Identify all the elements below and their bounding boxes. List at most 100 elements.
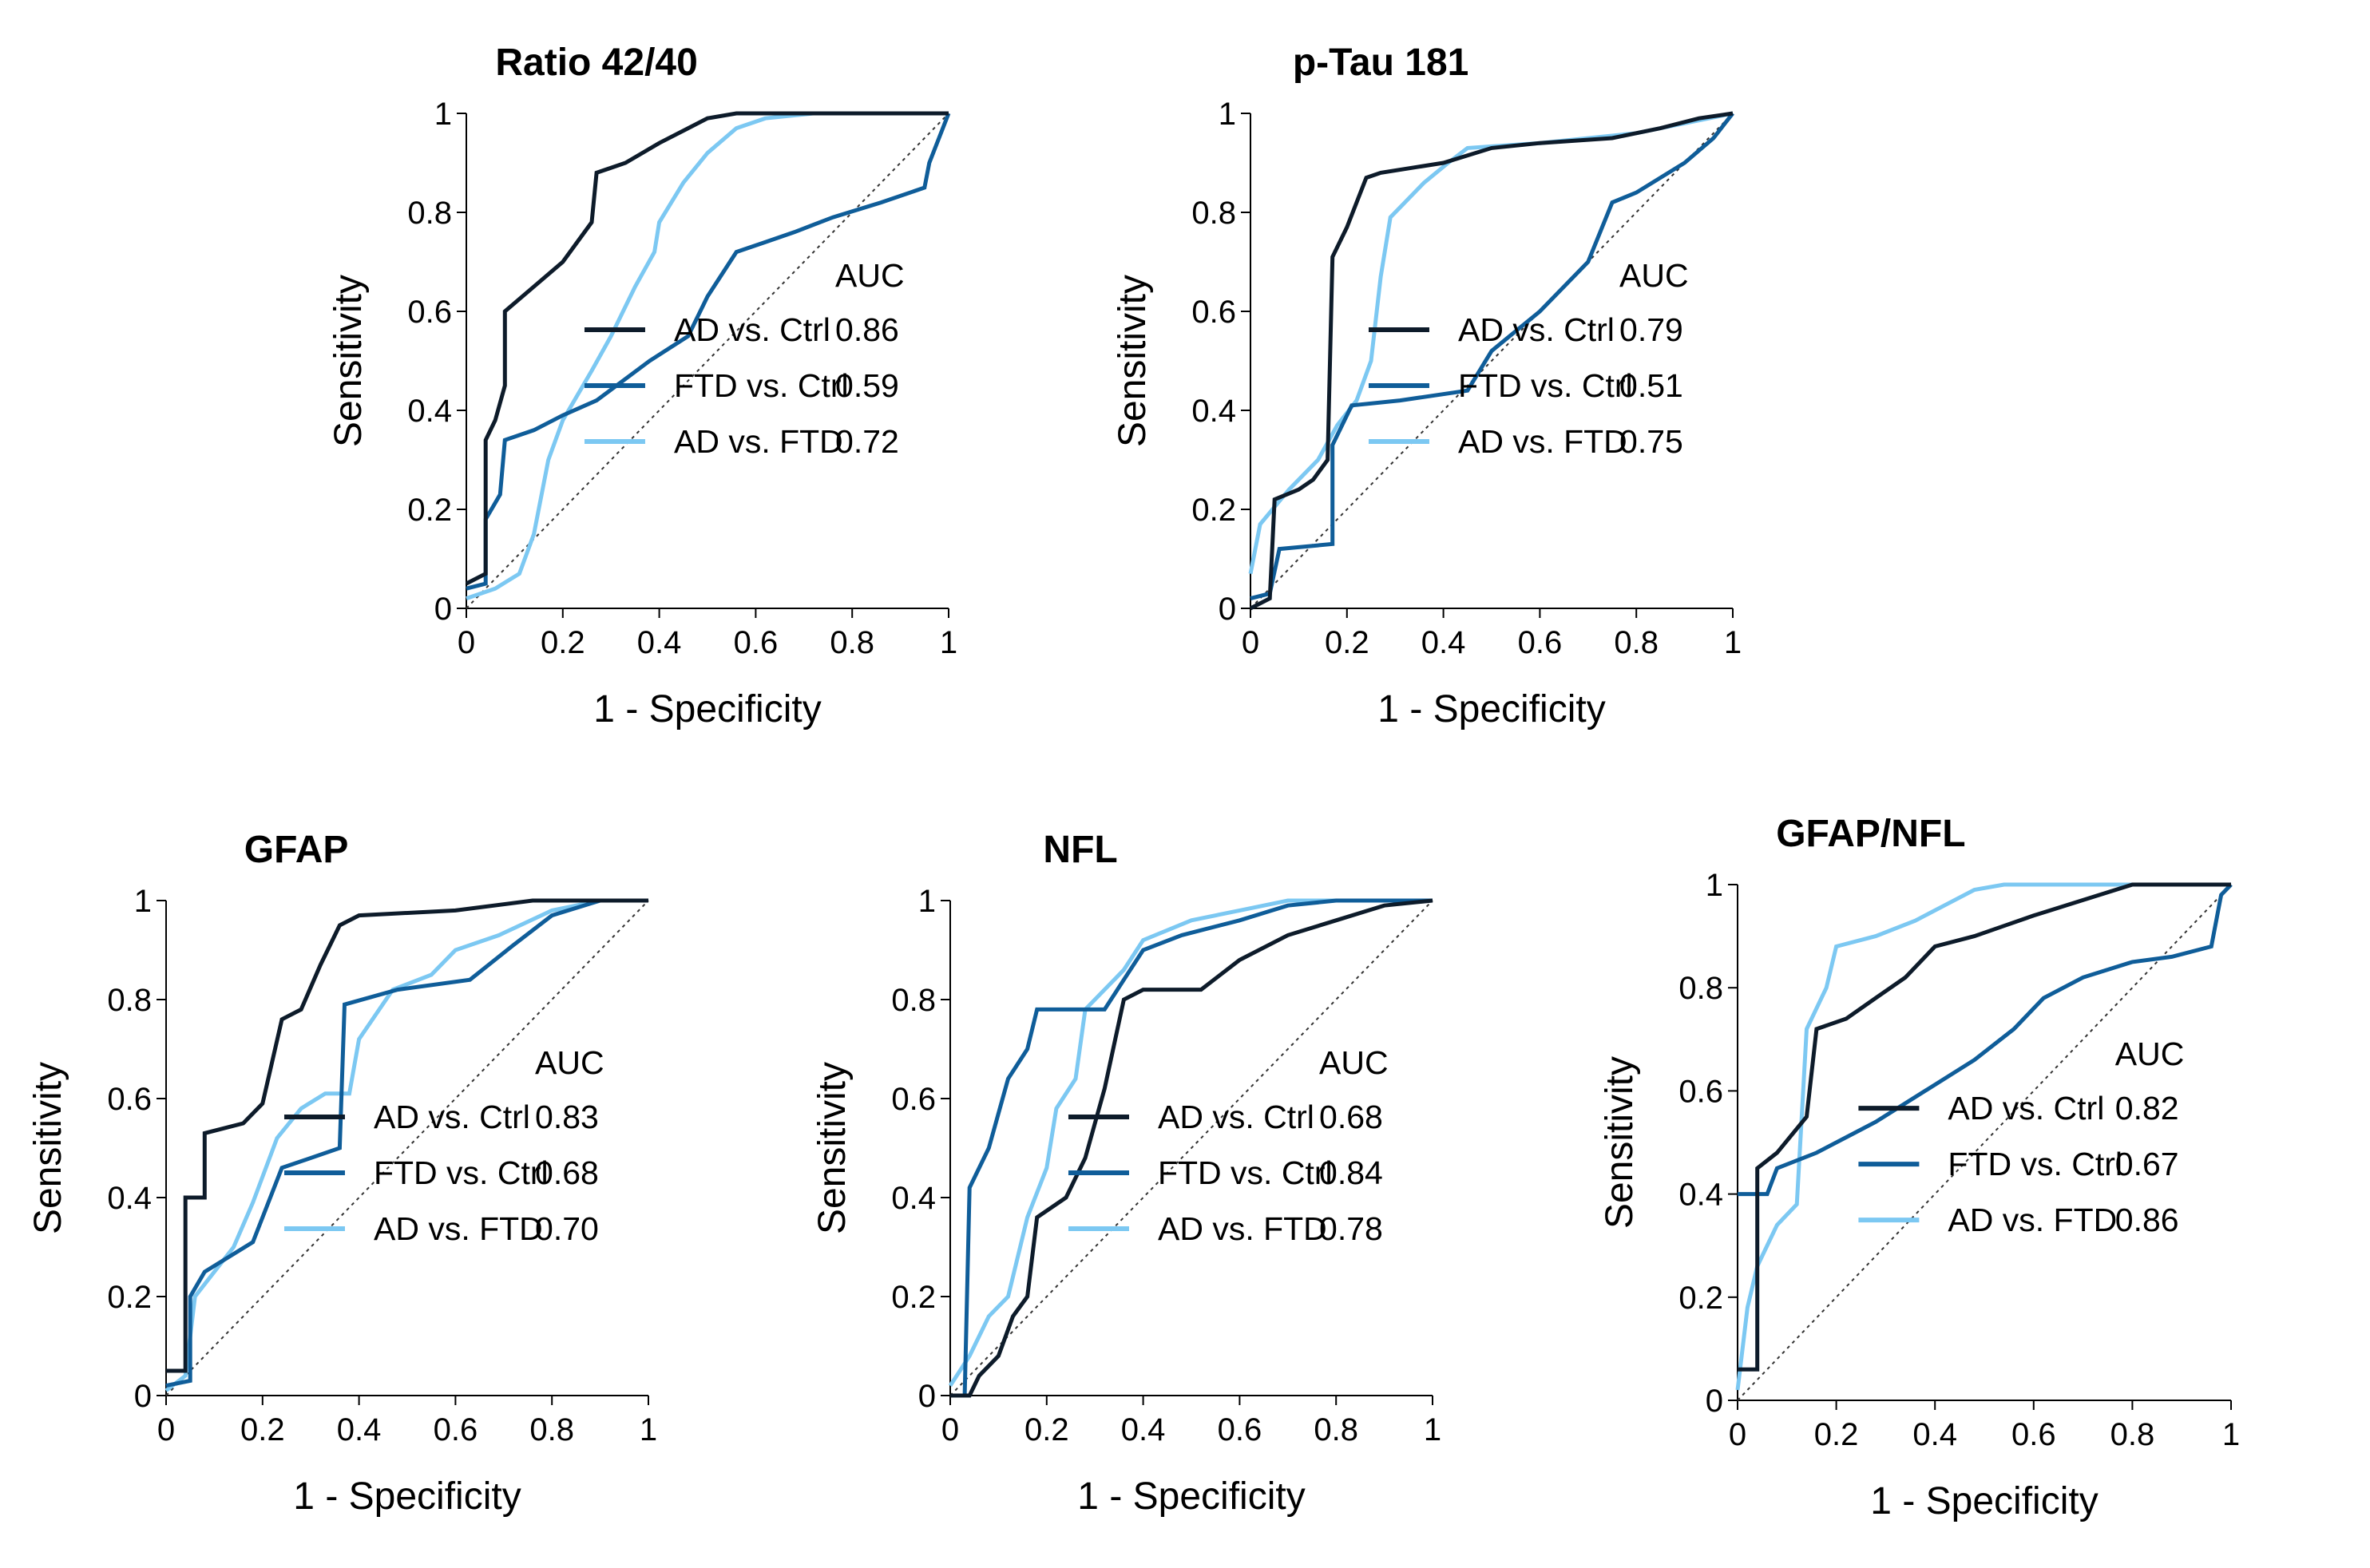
gfap-legend-label: AD vs. Ctrl xyxy=(374,1099,530,1135)
p-tau-181-y-tick-label: 1 xyxy=(1219,97,1236,132)
ratio-42-40-x-axis-label: 1 - Specificity xyxy=(593,688,821,731)
gfap-title: GFAP xyxy=(244,829,349,871)
p-tau-181-y-tick-label: 0 xyxy=(1219,592,1236,627)
panel-p-tau-181: p-Tau 181 00 0.2 0.2 0.4 0.4 0.6 0.6 0.8 0.8 1 1 1 -… xyxy=(1112,42,1742,731)
p-tau-181-y-tick-label: 0.4 xyxy=(1191,394,1236,429)
ratio-42-40-y-tick-label: 0.8 xyxy=(407,196,452,231)
p-tau-181-y-tick-label: 0.8 xyxy=(1191,196,1236,231)
p-tau-181-legend-auc: 0.75 xyxy=(1619,423,1683,460)
gfap-y-axis-label: Sensitivity xyxy=(27,1062,69,1234)
ratio-42-40-reference-diagonal xyxy=(466,113,949,609)
gfap-series-ad-vs-ftd xyxy=(164,898,648,1392)
ratio-42-40-legend-label: FTD vs. Ctrl xyxy=(674,367,849,404)
nfl-title: NFL xyxy=(1043,829,1117,871)
nfl-y-axis-label: Sensitivity xyxy=(811,1062,854,1234)
ratio-42-40-legend-label: AD vs. FTD xyxy=(674,423,843,460)
gfap-nfl-x-tick-label: 1 xyxy=(2222,1417,2240,1452)
gfap-nfl-series-ftd-vs-ctrl xyxy=(1738,883,2233,1197)
p-tau-181-y-axis-label: Sensitivity xyxy=(1112,275,1154,447)
gfap-nfl-legend-auc: 0.86 xyxy=(2115,1202,2179,1238)
gfap-legend-auc: 0.83 xyxy=(535,1099,599,1135)
p-tau-181-x-axis-label: 1 - Specificity xyxy=(1377,688,1605,731)
ratio-42-40-legend-auc: 0.59 xyxy=(835,367,899,404)
ratio-42-40-legend-auc: 0.86 xyxy=(835,311,899,348)
nfl-legend-auc: 0.84 xyxy=(1319,1154,1383,1191)
gfap-x-tick-label: 0 xyxy=(157,1412,175,1447)
p-tau-181-legend-label: FTD vs. Ctrl xyxy=(1458,367,1633,404)
nfl-series-ad-vs-ctrl xyxy=(950,898,1433,1398)
p-tau-181-y-tick-label: 0.2 xyxy=(1191,493,1236,528)
gfap-x-axis-label: 1 - Specificity xyxy=(293,1475,521,1518)
ratio-42-40-y-tick-label: 1 xyxy=(434,97,452,132)
p-tau-181-x-tick-label: 0.2 xyxy=(1325,625,1369,660)
gfap-nfl-title: GFAP/NFL xyxy=(1776,813,1965,855)
gfap-y-tick-label: 0.2 xyxy=(107,1280,152,1315)
gfap-nfl-x-tick-label: 0.6 xyxy=(2011,1417,2056,1452)
gfap-y-tick-label: 1 xyxy=(134,884,152,919)
nfl-y-tick-label: 1 xyxy=(918,884,936,919)
ratio-42-40-y-tick-label: 0.6 xyxy=(407,295,452,330)
nfl-y-tick-label: 0.6 xyxy=(891,1082,936,1117)
ratio-42-40-title: Ratio 42/40 xyxy=(495,42,697,84)
gfap-nfl-y-tick-label: 0.8 xyxy=(1678,971,1723,1006)
gfap-nfl-y-tick-label: 1 xyxy=(1706,868,1723,903)
gfap-nfl-x-tick-label: 0.4 xyxy=(1912,1417,1957,1452)
gfap-x-tick-label: 0.2 xyxy=(240,1412,285,1447)
nfl-x-tick-label: 0.4 xyxy=(1121,1412,1166,1447)
p-tau-181-x-tick-label: 0.4 xyxy=(1421,625,1466,660)
p-tau-181-legend-label: AD vs. Ctrl xyxy=(1458,311,1615,348)
nfl-legend-label: FTD vs. Ctrl xyxy=(1158,1154,1333,1191)
gfap-x-tick-label: 1 xyxy=(640,1412,657,1447)
gfap-legend-label: FTD vs. Ctrl xyxy=(374,1154,549,1191)
gfap-nfl-x-axis-label: 1 - Specificity xyxy=(1870,1480,2098,1522)
gfap-nfl-y-tick-label: 0.6 xyxy=(1678,1074,1723,1109)
gfap-legend-auc: 0.68 xyxy=(535,1154,599,1191)
gfap-y-tick-label: 0.8 xyxy=(107,983,152,1018)
gfap-y-tick-label: 0 xyxy=(134,1379,152,1414)
gfap-nfl-legend-auc: 0.67 xyxy=(2115,1146,2179,1182)
ratio-42-40-x-tick-label: 0.6 xyxy=(734,625,779,660)
gfap-series-ftd-vs-ctrl xyxy=(165,898,648,1388)
nfl-x-tick-label: 1 xyxy=(1424,1412,1441,1447)
p-tau-181-x-tick-label: 1 xyxy=(1724,625,1742,660)
gfap-nfl-legend-label: AD vs. FTD xyxy=(1948,1202,2117,1238)
ratio-42-40-y-tick-label: 0.2 xyxy=(407,493,452,528)
ratio-42-40-y-tick-label: 0 xyxy=(434,592,452,627)
gfap-legend-label: AD vs. FTD xyxy=(374,1210,543,1247)
gfap-nfl-reference-diagonal xyxy=(1737,884,2232,1401)
nfl-y-tick-label: 0.8 xyxy=(891,983,936,1018)
ratio-42-40-x-tick-label: 1 xyxy=(940,625,957,660)
gfap-nfl-legend-title: AUC xyxy=(2115,1035,2185,1072)
panel-ratio-42-40: Ratio 42/40 00 0.2 0.2 0.4 0.4 0.6 0.6 0.8 0.8 1 1 1… xyxy=(327,42,957,731)
nfl-x-tick-label: 0.8 xyxy=(1314,1412,1358,1447)
gfap-reference-diagonal xyxy=(165,900,649,1396)
p-tau-181-series-ftd-vs-ctrl xyxy=(1250,112,1734,601)
p-tau-181-legend-auc: 0.51 xyxy=(1619,367,1683,404)
nfl-x-tick-label: 0 xyxy=(941,1412,959,1447)
gfap-nfl-x-tick-label: 0 xyxy=(1729,1417,1746,1452)
gfap-nfl-y-tick-label: 0 xyxy=(1706,1384,1723,1419)
nfl-legend-title: AUC xyxy=(1319,1044,1389,1081)
ratio-42-40-series-ad-vs-ctrl xyxy=(465,111,949,586)
gfap-nfl-series-ad-vs-ctrl xyxy=(1738,882,2231,1372)
p-tau-181-x-tick-label: 0 xyxy=(1242,625,1259,660)
nfl-legend-auc: 0.78 xyxy=(1319,1210,1383,1247)
p-tau-181-title: p-Tau 181 xyxy=(1293,42,1469,84)
nfl-y-tick-label: 0.2 xyxy=(891,1280,936,1315)
ratio-42-40-legend-label: AD vs. Ctrl xyxy=(674,311,830,348)
gfap-y-tick-label: 0.6 xyxy=(107,1082,152,1117)
gfap-y-tick-label: 0.4 xyxy=(107,1181,152,1216)
nfl-x-axis-label: 1 - Specificity xyxy=(1077,1475,1305,1518)
nfl-legend-label: AD vs. FTD xyxy=(1158,1210,1327,1247)
nfl-x-tick-label: 0.2 xyxy=(1024,1412,1069,1447)
p-tau-181-y-tick-label: 0.6 xyxy=(1191,295,1236,330)
ratio-42-40-y-tick-label: 0.4 xyxy=(407,394,452,429)
ratio-42-40-x-tick-label: 0.2 xyxy=(541,625,585,660)
gfap-nfl-x-tick-label: 0.8 xyxy=(2110,1417,2155,1452)
nfl-series-ftd-vs-ctrl xyxy=(950,898,1433,1398)
nfl-legend-auc: 0.68 xyxy=(1319,1099,1383,1135)
nfl-y-tick-label: 0 xyxy=(918,1379,936,1414)
gfap-nfl-y-axis-label: Sensitivity xyxy=(1599,1056,1641,1229)
ratio-42-40-series-ftd-vs-ctrl xyxy=(466,113,951,591)
